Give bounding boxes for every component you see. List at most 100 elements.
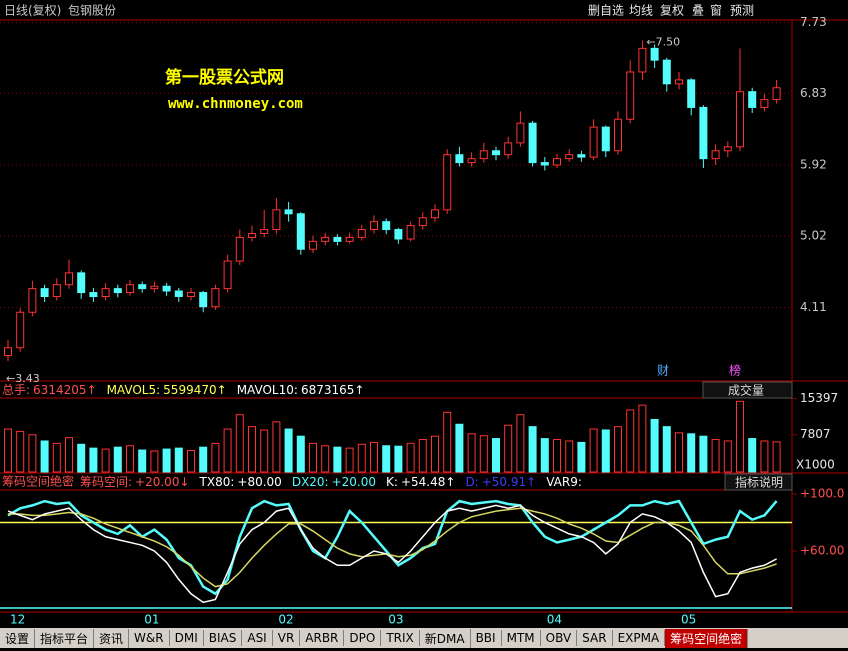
tab[interactable]: BBI: [471, 630, 502, 646]
header-value: +20.00: [332, 475, 376, 489]
tab[interactable]: 新DMA: [420, 628, 471, 648]
tab[interactable]: VR: [273, 630, 301, 646]
candle-body: [479, 150, 488, 160]
volume-bar: [650, 418, 659, 473]
candle-body: [443, 154, 452, 211]
header-value: 6314205: [33, 383, 86, 397]
candle-body: [748, 91, 757, 108]
volume-bar: [699, 435, 708, 473]
volume-bar: [28, 434, 37, 473]
toolbar-button[interactable]: 复权: [660, 4, 684, 18]
tab[interactable]: 设置: [0, 628, 36, 648]
volume-bar: [516, 414, 525, 473]
header-value: +54.48: [401, 475, 445, 489]
volume-bar: [40, 440, 49, 473]
volume-bar: [174, 447, 183, 473]
toolbar-button[interactable]: 预测: [730, 4, 754, 18]
candle-body: [540, 162, 549, 166]
candle-body: [553, 158, 561, 166]
chart-area: 日线(复权) 包钢股份 第一股票公式网 www.chnmoney.com 成交量…: [0, 3, 848, 627]
tab[interactable]: EXPMA: [613, 630, 666, 646]
tab[interactable]: ASI: [242, 630, 273, 646]
candle-body: [577, 154, 586, 158]
y-tick-label: +60.00: [800, 544, 844, 558]
volume-bar: [309, 442, 317, 473]
volume-bar: [626, 409, 635, 473]
candle-body: [40, 288, 49, 297]
candle-body: [699, 106, 708, 160]
toolbar-button[interactable]: 删自选: [588, 4, 624, 18]
volume-bar: [772, 441, 781, 473]
volume-bar: [89, 447, 98, 473]
candle-body: [614, 118, 622, 152]
watermark: 第一股票公式网: [165, 67, 284, 88]
candle-body: [626, 71, 635, 120]
header-arrow: ↑: [217, 383, 227, 397]
toolbar-button[interactable]: 叠: [692, 4, 704, 18]
volume-bar: [345, 447, 354, 473]
tab[interactable]: 指标平台: [35, 628, 95, 648]
candle-body: [370, 221, 378, 231]
tab[interactable]: SAR: [577, 630, 613, 646]
tab[interactable]: MTM: [502, 630, 541, 646]
volume-bar: [748, 438, 757, 473]
header-arrow: ↑: [87, 383, 97, 397]
volume-bar: [394, 445, 403, 473]
tab[interactable]: W&R: [129, 630, 170, 646]
header-name: 总手:: [2, 383, 30, 397]
volume-bar: [638, 404, 647, 473]
volume-bar: [77, 443, 86, 473]
candle-body: [296, 213, 305, 250]
candle-body: [199, 292, 208, 308]
volume-bar: [248, 426, 256, 473]
candle-body: [113, 288, 122, 294]
header-arrow: ↑: [445, 475, 455, 489]
y-tick-label: +100.0: [800, 486, 844, 500]
volume-bar: [211, 442, 220, 473]
tab[interactable]: DPO: [344, 630, 382, 646]
dropdown[interactable]: [702, 381, 793, 399]
tab[interactable]: BIAS: [204, 630, 243, 646]
header-name: VAR9:: [546, 475, 582, 489]
button[interactable]: [724, 473, 793, 491]
candle-body: [284, 209, 293, 215]
volume-bar: [565, 440, 574, 473]
tab[interactable]: OBV: [541, 630, 578, 646]
event-marker: 榜: [729, 363, 741, 378]
y-tick-label: 15397: [800, 391, 838, 405]
tab[interactable]: 资讯: [94, 628, 130, 648]
candle-body: [77, 272, 86, 294]
header-name: K:: [386, 475, 398, 489]
candle-body: [638, 47, 647, 73]
tab[interactable]: DMI: [170, 630, 204, 646]
tab[interactable]: ARBR: [300, 630, 345, 646]
header-arrow: ↑: [526, 475, 536, 489]
volume-bar: [540, 438, 549, 473]
volume-bar: [357, 443, 366, 473]
candle-body: [187, 292, 195, 297]
volume-bar: [455, 423, 464, 473]
volume-bar: [126, 445, 134, 473]
volume-bar: [528, 426, 537, 473]
volume-bar: [113, 446, 122, 473]
candle-body: [406, 225, 415, 240]
candle-body: [675, 79, 683, 85]
indicator-select[interactable]: 成交量: [728, 383, 764, 398]
toolbar-button[interactable]: 均线: [629, 4, 653, 18]
candle-body: [4, 347, 12, 357]
volume-bar: [601, 429, 610, 473]
indicator-help[interactable]: 指标说明: [735, 475, 783, 490]
candle-body: [52, 284, 61, 297]
volume-bar: [260, 429, 269, 473]
toolbar-button[interactable]: 窗: [710, 4, 722, 18]
y-tick-label: 7807: [800, 427, 831, 441]
candle-body: [565, 154, 574, 160]
y-tick-label: 5.92: [800, 157, 827, 171]
candle-body: [418, 217, 427, 227]
tab[interactable]: 筹码空间绝密: [665, 628, 749, 648]
volume-bar: [52, 442, 61, 473]
volume-bar: [187, 450, 195, 473]
volume-bar: [235, 414, 244, 473]
tab[interactable]: TRIX: [381, 630, 420, 646]
